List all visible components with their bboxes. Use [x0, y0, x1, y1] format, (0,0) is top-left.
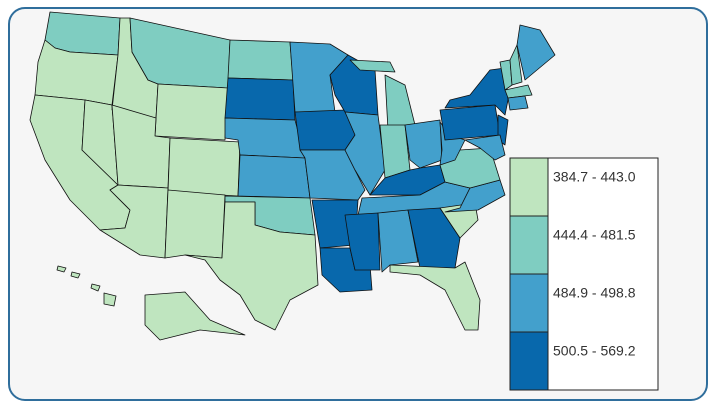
- state[interactable]: [404, 119, 443, 169]
- legend-label: 384.7 - 443.0: [553, 169, 636, 185]
- states: [29, 11, 556, 341]
- state[interactable]: [464, 134, 506, 161]
- state[interactable]: [377, 209, 419, 273]
- state[interactable]: [56, 265, 67, 273]
- legend-label: 500.5 - 569.2: [553, 343, 636, 359]
- state[interactable]: [154, 83, 229, 141]
- state[interactable]: [389, 261, 481, 331]
- state[interactable]: [516, 24, 556, 81]
- legend-label: 484.9 - 498.8: [553, 285, 636, 301]
- state[interactable]: [224, 77, 296, 121]
- legend-label: 444.4 - 481.5: [553, 227, 636, 243]
- state[interactable]: [504, 84, 533, 99]
- state[interactable]: [507, 95, 529, 111]
- state[interactable]: [164, 189, 226, 259]
- legend-swatch: [509, 273, 549, 333]
- state[interactable]: [144, 291, 246, 341]
- state[interactable]: [344, 212, 381, 271]
- state[interactable]: [349, 59, 396, 73]
- legend-swatch: [509, 157, 549, 217]
- state[interactable]: [407, 207, 461, 269]
- state[interactable]: [294, 109, 356, 151]
- legend-swatch: [509, 331, 549, 391]
- state[interactable]: [344, 111, 386, 196]
- state[interactable]: [103, 292, 117, 307]
- state[interactable]: [237, 154, 311, 199]
- state[interactable]: [227, 39, 294, 81]
- state[interactable]: [509, 44, 523, 86]
- state[interactable]: [379, 124, 411, 179]
- state[interactable]: [70, 271, 81, 279]
- state[interactable]: [90, 283, 101, 292]
- legend: 384.7 - 443.0 444.4 - 481.5 484.9 - 498.8 5…: [509, 157, 659, 391]
- state[interactable]: [439, 104, 501, 141]
- state[interactable]: [167, 137, 241, 197]
- state[interactable]: [184, 201, 319, 331]
- legend-swatch: [509, 215, 549, 275]
